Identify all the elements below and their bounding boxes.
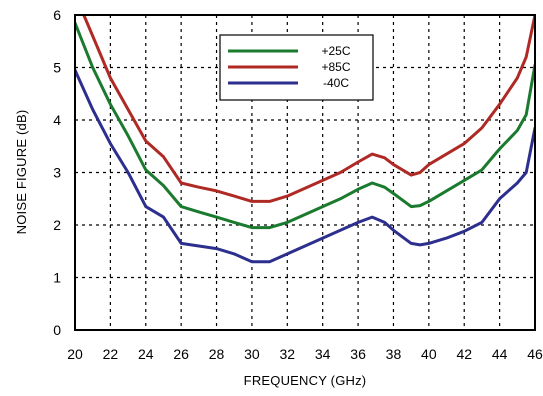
y-tick-label: 1 bbox=[53, 270, 61, 286]
series-line-85C bbox=[82, 15, 535, 203]
x-axis-title: FREQUENCY (GHz) bbox=[244, 373, 367, 388]
x-tick-label: 24 bbox=[138, 346, 154, 362]
x-tick-label: 30 bbox=[244, 346, 260, 362]
x-tick-label: 20 bbox=[67, 346, 83, 362]
x-tick-label: 36 bbox=[350, 346, 366, 362]
x-tick-label: 40 bbox=[421, 346, 437, 362]
y-tick-label: 5 bbox=[53, 60, 61, 76]
legend-label: +25C bbox=[321, 44, 350, 58]
legend: +25C +85C -40C bbox=[219, 34, 374, 101]
x-tick-label: 34 bbox=[315, 346, 331, 362]
y-tick-label: 6 bbox=[53, 7, 61, 23]
x-tick-label: 22 bbox=[103, 346, 119, 362]
series-line-25C bbox=[75, 21, 535, 230]
y-tick-label: 0 bbox=[53, 322, 61, 338]
y-tick-label: 2 bbox=[53, 217, 61, 233]
x-tick-labels: 20 22 24 26 28 30 32 34 36 38 40 42 44 46 bbox=[67, 346, 543, 362]
y-tick-label: 4 bbox=[53, 112, 61, 128]
x-tick-label: 28 bbox=[209, 346, 225, 362]
x-tick-label: 44 bbox=[492, 346, 508, 362]
y-tick-labels: 0 1 2 3 4 5 6 bbox=[53, 7, 61, 338]
y-axis-title: NOISE FIGURE (dB) bbox=[14, 110, 29, 235]
x-tick-label: 38 bbox=[386, 346, 402, 362]
x-tick-label: 26 bbox=[173, 346, 189, 362]
x-tick-label: 46 bbox=[527, 346, 543, 362]
x-tick-label: 42 bbox=[456, 346, 472, 362]
legend-label: -40C bbox=[323, 76, 349, 90]
series-layer bbox=[75, 15, 535, 264]
plot-frame bbox=[74, 14, 536, 331]
y-tick-label: 3 bbox=[53, 165, 61, 181]
legend-label: +85C bbox=[321, 60, 350, 74]
x-tick-label: 32 bbox=[280, 346, 296, 362]
series-line-40C bbox=[75, 68, 535, 264]
